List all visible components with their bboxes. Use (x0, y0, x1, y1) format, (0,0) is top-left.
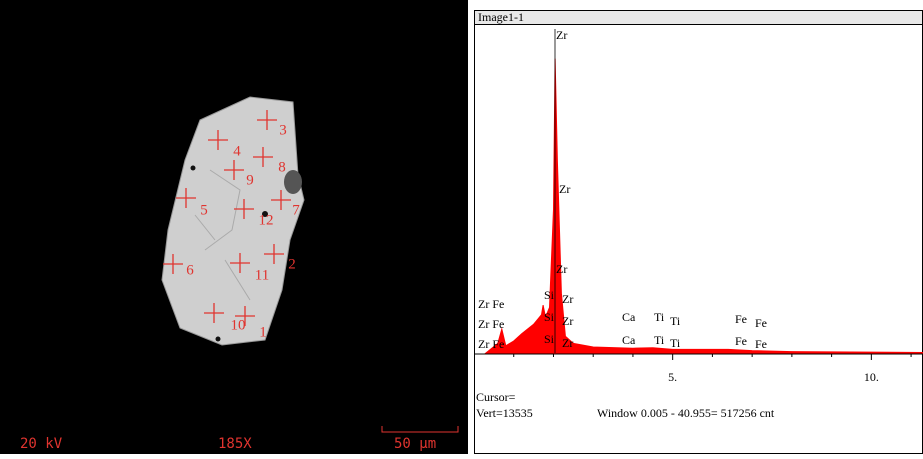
pore (191, 166, 196, 171)
point-label: 12 (259, 212, 274, 228)
peak-label: Zr (559, 182, 570, 196)
peak-label: Ti (654, 310, 665, 324)
scale-label: 50 µm (394, 436, 436, 452)
point-label: 11 (255, 267, 269, 283)
peak-label: Si (544, 288, 555, 302)
title-bar (475, 11, 923, 25)
peak-label: Si (544, 332, 555, 346)
peak-label: Zr Fe (478, 317, 504, 331)
cursor: Cursor= (476, 390, 516, 404)
peak-label: Zr (562, 314, 573, 328)
point-label: 6 (186, 262, 194, 278)
point-label: 10 (231, 317, 246, 333)
peak-label: Zr Fe (478, 337, 504, 351)
magnification: 185X (218, 436, 252, 452)
spectrum-panel (475, 11, 923, 454)
peak-label: Fe (755, 337, 767, 351)
x-tick-label: 10. (864, 370, 879, 384)
peak-label: Si (544, 310, 555, 324)
inclusion (284, 170, 302, 194)
peak-label: Ca (622, 310, 636, 324)
x-tick-label: 5. (668, 370, 677, 384)
peak-label: Ti (654, 333, 665, 347)
point-label: 8 (278, 159, 286, 175)
spectrum-title: Image1-1 (478, 10, 524, 24)
peak-label: Fe (755, 316, 767, 330)
window: Window 0.005 - 40.955= 517256 cnt (597, 406, 775, 420)
figure: 20 kV 185X 50 µm Image1-1 Cursor= Vert=1… (0, 0, 923, 454)
vert: Vert=13535 (476, 406, 533, 420)
peak-label: Ca (622, 333, 636, 347)
peak-label: Ti (670, 336, 681, 350)
peak-label: Zr (556, 262, 567, 276)
point-label: 2 (288, 256, 296, 272)
peak-label: Zr Fe (478, 297, 504, 311)
point-label: 4 (233, 143, 241, 159)
point-label: 3 (279, 122, 287, 138)
peak-label: Ti (670, 314, 681, 328)
point-label: 1 (259, 324, 267, 340)
peak-label: Fe (735, 312, 747, 326)
peak-label: Zr (556, 28, 567, 42)
peak-label: Zr (562, 292, 573, 306)
peak-label: Fe (735, 334, 747, 348)
point-label: 5 (200, 202, 208, 218)
peak-label: Zr (562, 336, 573, 350)
point-label: 9 (246, 172, 254, 188)
voltage: 20 kV (20, 436, 63, 452)
pore (216, 337, 221, 342)
point-label: 7 (292, 202, 300, 218)
